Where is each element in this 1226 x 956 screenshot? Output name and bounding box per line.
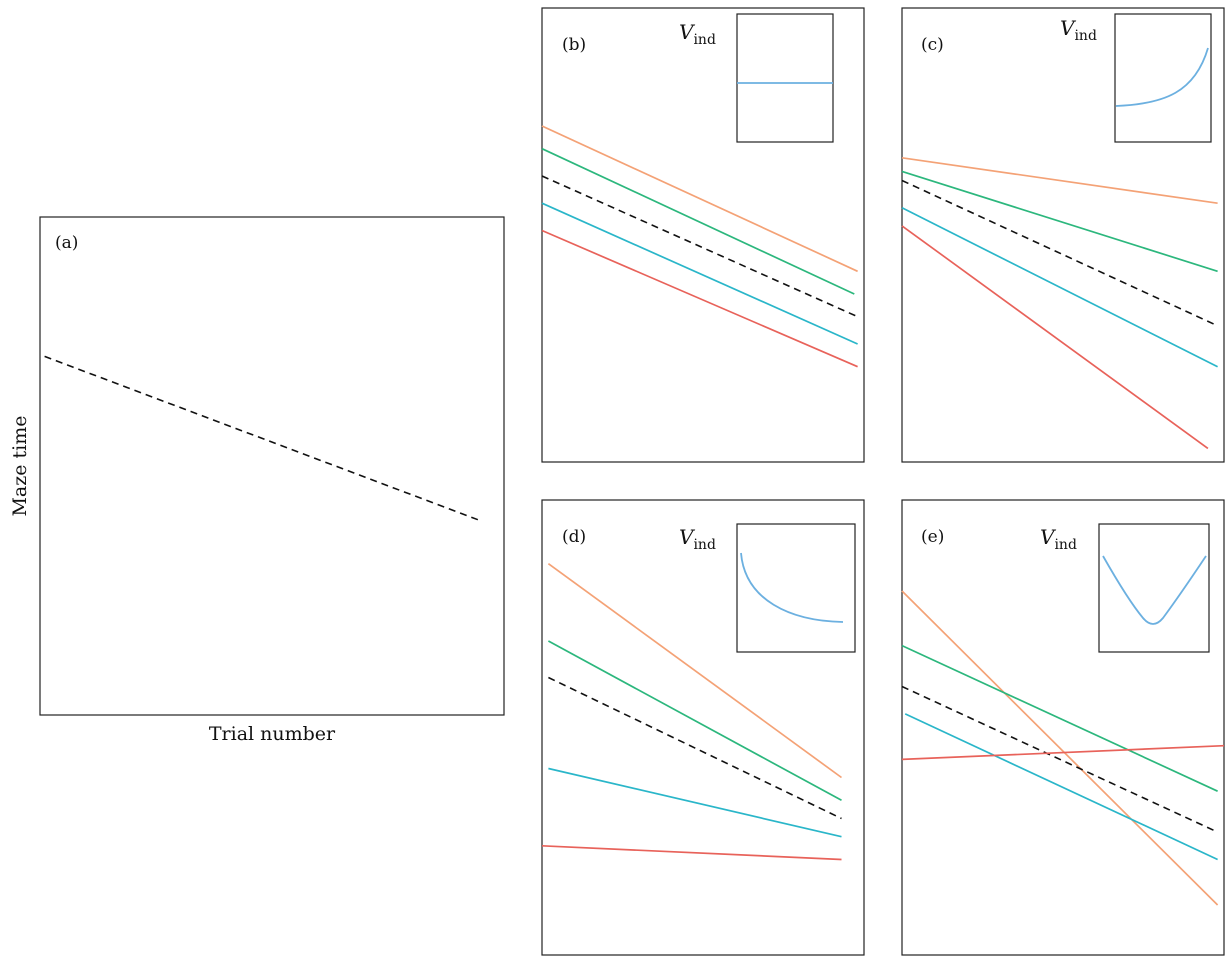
x-axis-label: Trial number bbox=[209, 723, 336, 745]
panel-d-plot bbox=[541, 563, 843, 861]
panel-d-mean-line bbox=[548, 676, 842, 820]
panel-c-inset-curve bbox=[1115, 47, 1209, 107]
panel-e-inset bbox=[1098, 523, 1210, 653]
panel-e-individual-3-line bbox=[904, 713, 1218, 861]
panel-c-inset-frame bbox=[1114, 13, 1212, 143]
panel-c-inset bbox=[1114, 13, 1212, 143]
panel-b-mean-line bbox=[541, 175, 858, 318]
panel-b-individual-1-line bbox=[541, 125, 858, 273]
panel-c-mean-line bbox=[901, 179, 1218, 327]
panel-a-frame bbox=[39, 216, 505, 716]
panel-e-label: (e) bbox=[921, 527, 944, 547]
panel-d-inset-curve bbox=[740, 552, 844, 623]
panel-a-plot bbox=[44, 355, 482, 522]
svg-text:Vind: Vind bbox=[679, 20, 716, 48]
panel-c-individual-4-line bbox=[901, 225, 1209, 450]
panel-a-label: (a) bbox=[55, 233, 78, 253]
vind-subscript: ind bbox=[1054, 537, 1076, 553]
panel-d-label: (d) bbox=[562, 527, 586, 547]
panel-c-label: (c) bbox=[921, 35, 944, 55]
vind-subscript: ind bbox=[693, 537, 715, 553]
panel-d-individual-2-line bbox=[547, 640, 842, 802]
vind-symbol: V bbox=[679, 20, 696, 44]
panel-b-inset-frame bbox=[736, 13, 834, 143]
panel-e-mean-line bbox=[901, 685, 1218, 833]
svg-text:Vind: Vind bbox=[1060, 16, 1097, 44]
panel-b-vind-label: Vind bbox=[679, 20, 716, 48]
panel-d-inset-frame bbox=[736, 523, 856, 653]
vind-symbol: V bbox=[1040, 525, 1057, 549]
panel-e-inset-curve bbox=[1102, 555, 1207, 625]
vind-subscript: ind bbox=[693, 32, 715, 48]
panel-c: (c) Vind bbox=[901, 7, 1225, 463]
panel-d-individual-3-line bbox=[548, 767, 842, 838]
panel-a-mean-line bbox=[44, 355, 482, 522]
svg-text:Vind: Vind bbox=[1040, 525, 1077, 553]
panel-e: (e) Vind bbox=[901, 499, 1225, 956]
panel-b-individual-2-line bbox=[541, 147, 855, 295]
y-axis-label: Maze time bbox=[9, 415, 31, 516]
vind-subscript: ind bbox=[1074, 28, 1096, 44]
panel-b-individual-4-line bbox=[541, 229, 858, 368]
panel-d-individual-4-line bbox=[541, 844, 842, 861]
panel-a: (a) bbox=[39, 216, 505, 716]
panel-d-individual-1-line bbox=[547, 563, 843, 779]
panel-e-inset-frame bbox=[1098, 523, 1210, 653]
vind-symbol: V bbox=[1060, 16, 1077, 40]
panel-b-inset bbox=[736, 13, 834, 143]
panel-b: (b) Vind bbox=[541, 7, 865, 463]
panel-c-vind-label: Vind bbox=[1060, 16, 1097, 44]
panel-e-vind-label: Vind bbox=[1040, 525, 1077, 553]
panel-e-plot bbox=[901, 590, 1225, 906]
panel-c-individual-3-line bbox=[901, 207, 1218, 368]
panel-d-inset bbox=[736, 523, 856, 653]
panel-b-plot bbox=[541, 125, 858, 368]
panel-b-individual-3-line bbox=[541, 202, 858, 345]
panel-e-individual-1-line bbox=[901, 590, 1219, 906]
vind-symbol: V bbox=[679, 525, 696, 549]
panel-d-vind-label: Vind bbox=[679, 525, 716, 553]
panel-b-label: (b) bbox=[562, 35, 586, 55]
panel-c-individual-1-line bbox=[901, 156, 1218, 205]
panel-e-individual-2-line bbox=[901, 644, 1218, 792]
panel-e-individual-4-line bbox=[901, 744, 1225, 761]
panel-c-plot bbox=[901, 156, 1218, 450]
svg-text:Vind: Vind bbox=[679, 525, 716, 553]
panel-d: (d) Vind bbox=[541, 499, 865, 956]
panel-c-individual-2-line bbox=[901, 170, 1218, 273]
